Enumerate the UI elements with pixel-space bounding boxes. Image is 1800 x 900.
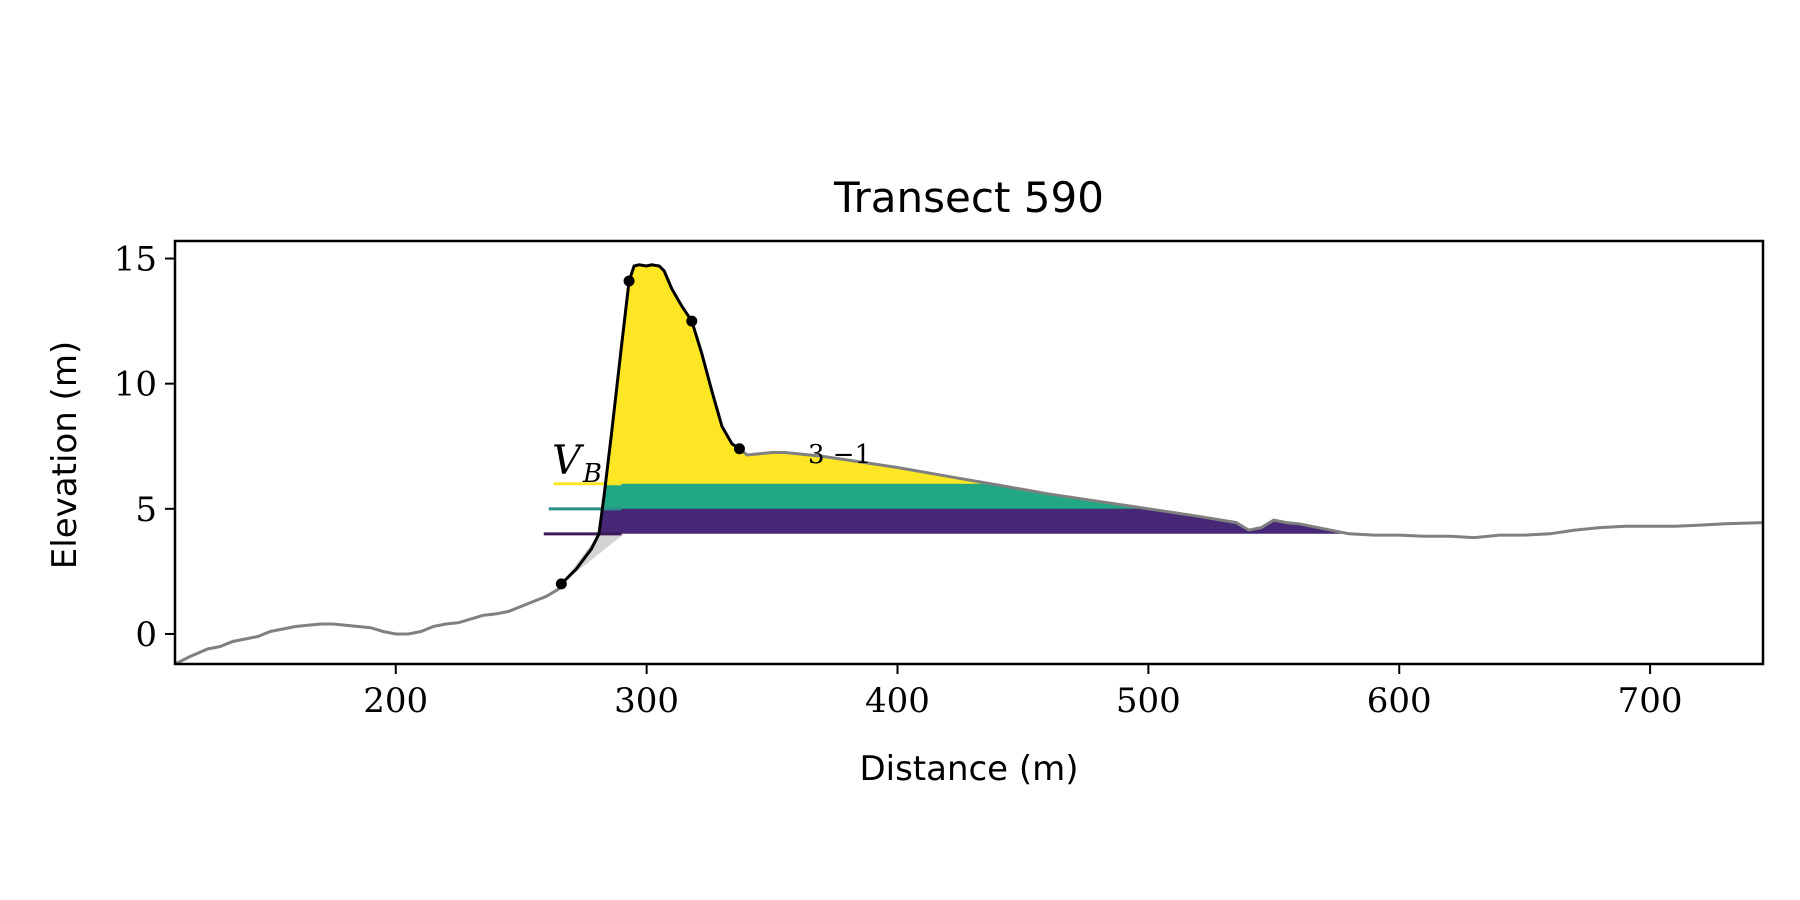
- annotation-partial: 3 −1: [808, 440, 871, 470]
- dune-outline-line: [560, 263, 741, 585]
- elevation-profile-line: [175, 447, 1763, 664]
- volume-fill-top: [606, 264, 992, 484]
- x-tick-label: 500: [1116, 681, 1181, 721]
- annotation-sub: B: [582, 459, 602, 489]
- x-tick-label: 600: [1367, 681, 1432, 721]
- y-tick-label: 10: [114, 365, 157, 405]
- dune-marker-point: [555, 578, 567, 590]
- x-tick-label: 400: [865, 681, 930, 721]
- annotation: VB 3 −1: [552, 438, 871, 489]
- dune-marker-point: [623, 275, 635, 287]
- y-tick-label: 0: [135, 615, 157, 655]
- y-axis-ticks: 0 5 10 15: [114, 240, 175, 655]
- x-tick-label: 200: [363, 681, 428, 721]
- annotation-main: V: [552, 438, 585, 484]
- x-tick-label: 300: [614, 681, 679, 721]
- y-tick-label: 15: [114, 240, 157, 280]
- dune-toe-shade: [561, 533, 625, 584]
- y-axis-label: Elevation (m): [45, 341, 85, 569]
- plot-area: [175, 263, 1763, 664]
- dune-marker-point: [686, 315, 698, 327]
- y-tick-label: 5: [135, 490, 157, 530]
- chart-title: Transect 590: [833, 173, 1104, 222]
- svg-text:VB: VB: [552, 438, 602, 489]
- dune-marker-point: [733, 443, 745, 455]
- x-tick-label: 700: [1618, 681, 1683, 721]
- x-axis-label: Distance (m): [859, 749, 1078, 789]
- x-axis-ticks: 200 300 400 500 600 700: [363, 664, 1683, 721]
- plot-frame: [173, 239, 1765, 666]
- dune-marker-points: [555, 275, 745, 590]
